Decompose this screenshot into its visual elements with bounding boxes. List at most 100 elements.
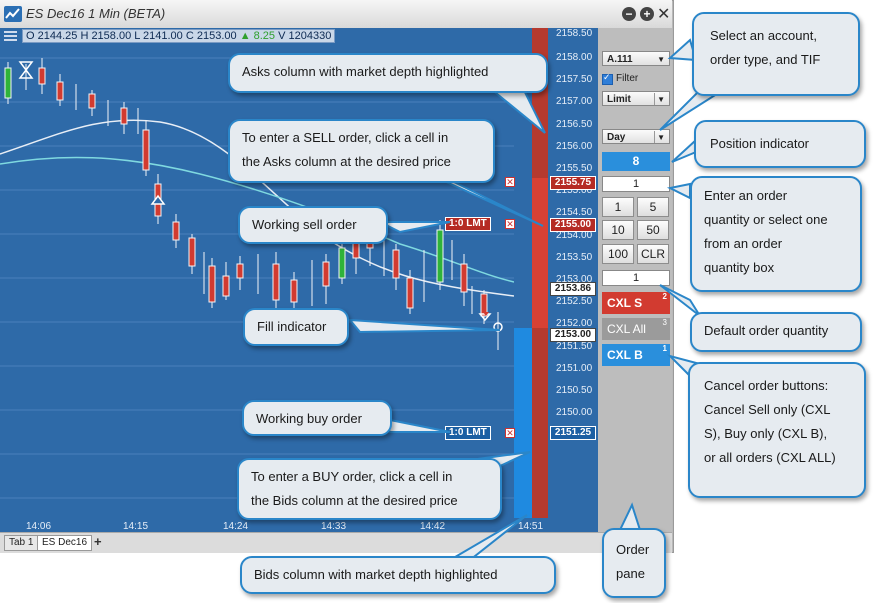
filter-checkbox[interactable] — [602, 74, 613, 85]
callout-bids: Bids column with market depth highlighte… — [240, 556, 556, 594]
ohlc-high: H 2158.00 — [80, 30, 132, 42]
callout-cancel-buttons: Cancel order buttons: Cancel Sell only (… — [688, 362, 866, 498]
cancel-sell-button[interactable]: CXL S 2 — [602, 292, 670, 314]
price-tick: 2151.00 — [556, 362, 593, 374]
callout-sell-line1: To enter a SELL order, click a cell in — [242, 130, 449, 145]
callout-position: Position indicator — [694, 120, 866, 168]
qty-button-10[interactable]: 10 — [602, 220, 634, 240]
chevron-down-icon: ▼ — [657, 133, 665, 142]
cancel-buy-button[interactable]: CXL B 1 — [602, 344, 670, 366]
callout-select-line2: order type, and TIF — [710, 52, 821, 67]
price-tick: 2154.50 — [556, 207, 593, 219]
ohlc-close: C 2153.00 — [185, 30, 237, 42]
qty-button-1[interactable]: 1 — [602, 197, 634, 217]
callout-cancel-line2: Cancel Sell only (CXL — [704, 402, 831, 417]
qty-button-100[interactable]: 100 — [602, 244, 634, 264]
callout-cancel-line4: or all orders (CXL ALL) — [704, 450, 836, 465]
fill-markers — [18, 61, 503, 332]
qty-button-5[interactable]: 5 — [637, 197, 669, 217]
menu-icon[interactable] — [4, 31, 17, 41]
close-icon[interactable]: ✕ — [657, 6, 671, 23]
candlestick-chart — [0, 57, 514, 499]
time-tick: 14:42 — [420, 521, 446, 532]
price-tick: 2150.50 — [556, 385, 593, 396]
price-tick: 2152.00 — [556, 318, 593, 330]
ohlc-volume: V 1204330 — [278, 30, 332, 42]
price-tick: 2157.50 — [556, 74, 593, 86]
cancel-all-count: 3 — [662, 318, 667, 327]
order-type-select[interactable]: Limit ▼ — [602, 91, 670, 106]
cancel-working-buy-icon[interactable]: ✕ — [505, 428, 515, 438]
price-tick-top: 2158.50 — [556, 28, 593, 39]
add-tab-icon[interactable]: + — [94, 534, 102, 549]
moving-average-cyan — [0, 156, 514, 283]
cancel-all-button[interactable]: CXL All 3 — [602, 318, 670, 340]
sell-fill-marker — [483, 312, 489, 316]
chevron-down-icon: ▼ — [657, 95, 665, 104]
tif-select[interactable]: Day ▼ — [602, 129, 670, 144]
sell-price-marker: 2155.75 — [550, 176, 596, 190]
minimize-icon[interactable]: − — [622, 7, 636, 21]
account-select[interactable]: A.111 ▼ — [602, 51, 670, 66]
cancel-working-sell-icon[interactable]: ✕ — [505, 219, 515, 229]
title-bar[interactable]: ES Dec16 1 Min (BETA) — [0, 0, 672, 29]
callout-sell-entry: To enter a SELL order, click a cell in t… — [228, 119, 495, 183]
callout-select-line1: Select an account, — [710, 28, 817, 43]
filter-label: Filter — [616, 73, 639, 84]
qty-button-50[interactable]: 50 — [637, 220, 669, 240]
cancel-sell-icon[interactable]: ✕ — [505, 177, 515, 187]
position-indicator: 8 — [602, 152, 670, 171]
callout-cancel-line3: S), Buy only (CXL B), — [704, 426, 828, 441]
tab-1[interactable]: Tab 1 — [4, 535, 39, 551]
time-axis — [0, 518, 598, 532]
ohlc-change: ▲ 8.25 — [239, 30, 276, 42]
cancel-all-label: CXL All — [607, 322, 646, 336]
price-tick: 2157.00 — [556, 96, 593, 108]
price-tick: 2154.00 — [556, 229, 593, 241]
callout-sell-line2: the Asks column at the desired price — [242, 154, 451, 169]
ohlc-readout: O 2144.25 H 2158.00 L 2141.00 C 2153.00 … — [22, 29, 336, 43]
maximize-icon[interactable]: + — [640, 7, 654, 21]
price-tick: 2153.00 — [556, 274, 593, 285]
callout-working-buy: Working buy order — [242, 400, 392, 436]
ohlc-open: O 2144.25 — [26, 30, 78, 42]
qty-clear-button[interactable]: CLR — [637, 244, 669, 264]
price-tick: 2156.50 — [556, 118, 593, 130]
ohlc-low: L 2141.00 — [134, 30, 183, 42]
order-quantity-input[interactable]: 1 — [602, 176, 670, 192]
tab-bar — [0, 532, 672, 553]
price-tick: 2150.00 — [556, 407, 593, 419]
time-tick: 14:51 — [518, 521, 544, 532]
chart-app-icon — [4, 6, 22, 22]
callout-fill: Fill indicator — [243, 308, 349, 346]
check-icon: ✓ — [603, 72, 611, 82]
callout-quantity: Enter an order quantity or select one fr… — [690, 176, 862, 292]
working-sell-order-tag[interactable]: 1:0 LMT — [445, 217, 491, 231]
callout-qty-line1: Enter an order — [704, 188, 788, 203]
asks-column[interactable] — [532, 28, 548, 518]
bids-depth-highlight — [514, 328, 532, 518]
window-title: ES Dec16 1 Min (BETA) — [26, 6, 166, 21]
select-divider — [654, 131, 655, 143]
callout-order-line1: Order — [616, 542, 650, 557]
callout-select-account: Select an account, order type, and TIF — [692, 12, 860, 96]
time-tick: 14:33 — [321, 521, 347, 532]
order-type-value: Limit — [607, 94, 631, 105]
tif-value: Day — [607, 132, 626, 143]
working-buy-order-tag[interactable]: 1:0 LMT — [445, 426, 491, 440]
account-value: A.111 — [607, 54, 633, 65]
callout-cancel-line1: Cancel order buttons: — [704, 378, 829, 393]
price-tick: 2155.00 — [556, 185, 593, 197]
time-tick: 14:24 — [223, 521, 249, 532]
default-quantity-input[interactable]: 1 — [602, 270, 670, 286]
price-tick: 2153.50 — [556, 251, 593, 263]
tab-es-dec16[interactable]: ES Dec16 — [37, 535, 93, 551]
chart-plot-area[interactable] — [0, 28, 514, 518]
chevron-down-icon: ▼ — [657, 55, 665, 64]
callout-asks: Asks column with market depth highlighte… — [228, 53, 548, 93]
price-tick: 2152.50 — [556, 296, 593, 308]
bids-column[interactable] — [514, 28, 532, 518]
callout-order-line2: pane — [616, 566, 645, 581]
callout-order-pane: Order pane — [602, 528, 666, 598]
fill-price-marker: 2153.00 — [550, 328, 596, 342]
